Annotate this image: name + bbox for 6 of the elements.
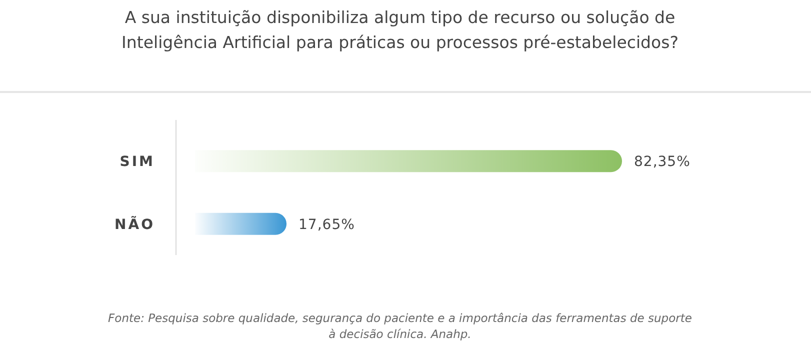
- data-label: 82,35%: [634, 154, 690, 170]
- chart-title: A sua instituição disponibiliza algum tipo de recurso ou solução de Inteligência Artificial para práticas ou processos pré-estabelecidos?: [122, 8, 678, 52]
- y-tick-label: NÃO: [114, 214, 155, 233]
- source-note: Fonte: Pesquisa sobre qualidade, segurança do paciente e a importância das ferramentas de suporte à decisão clínica. Anahp.: [108, 311, 692, 341]
- y-tick-label: SIM: [120, 154, 155, 170]
- data-label: 17,65%: [298, 216, 355, 233]
